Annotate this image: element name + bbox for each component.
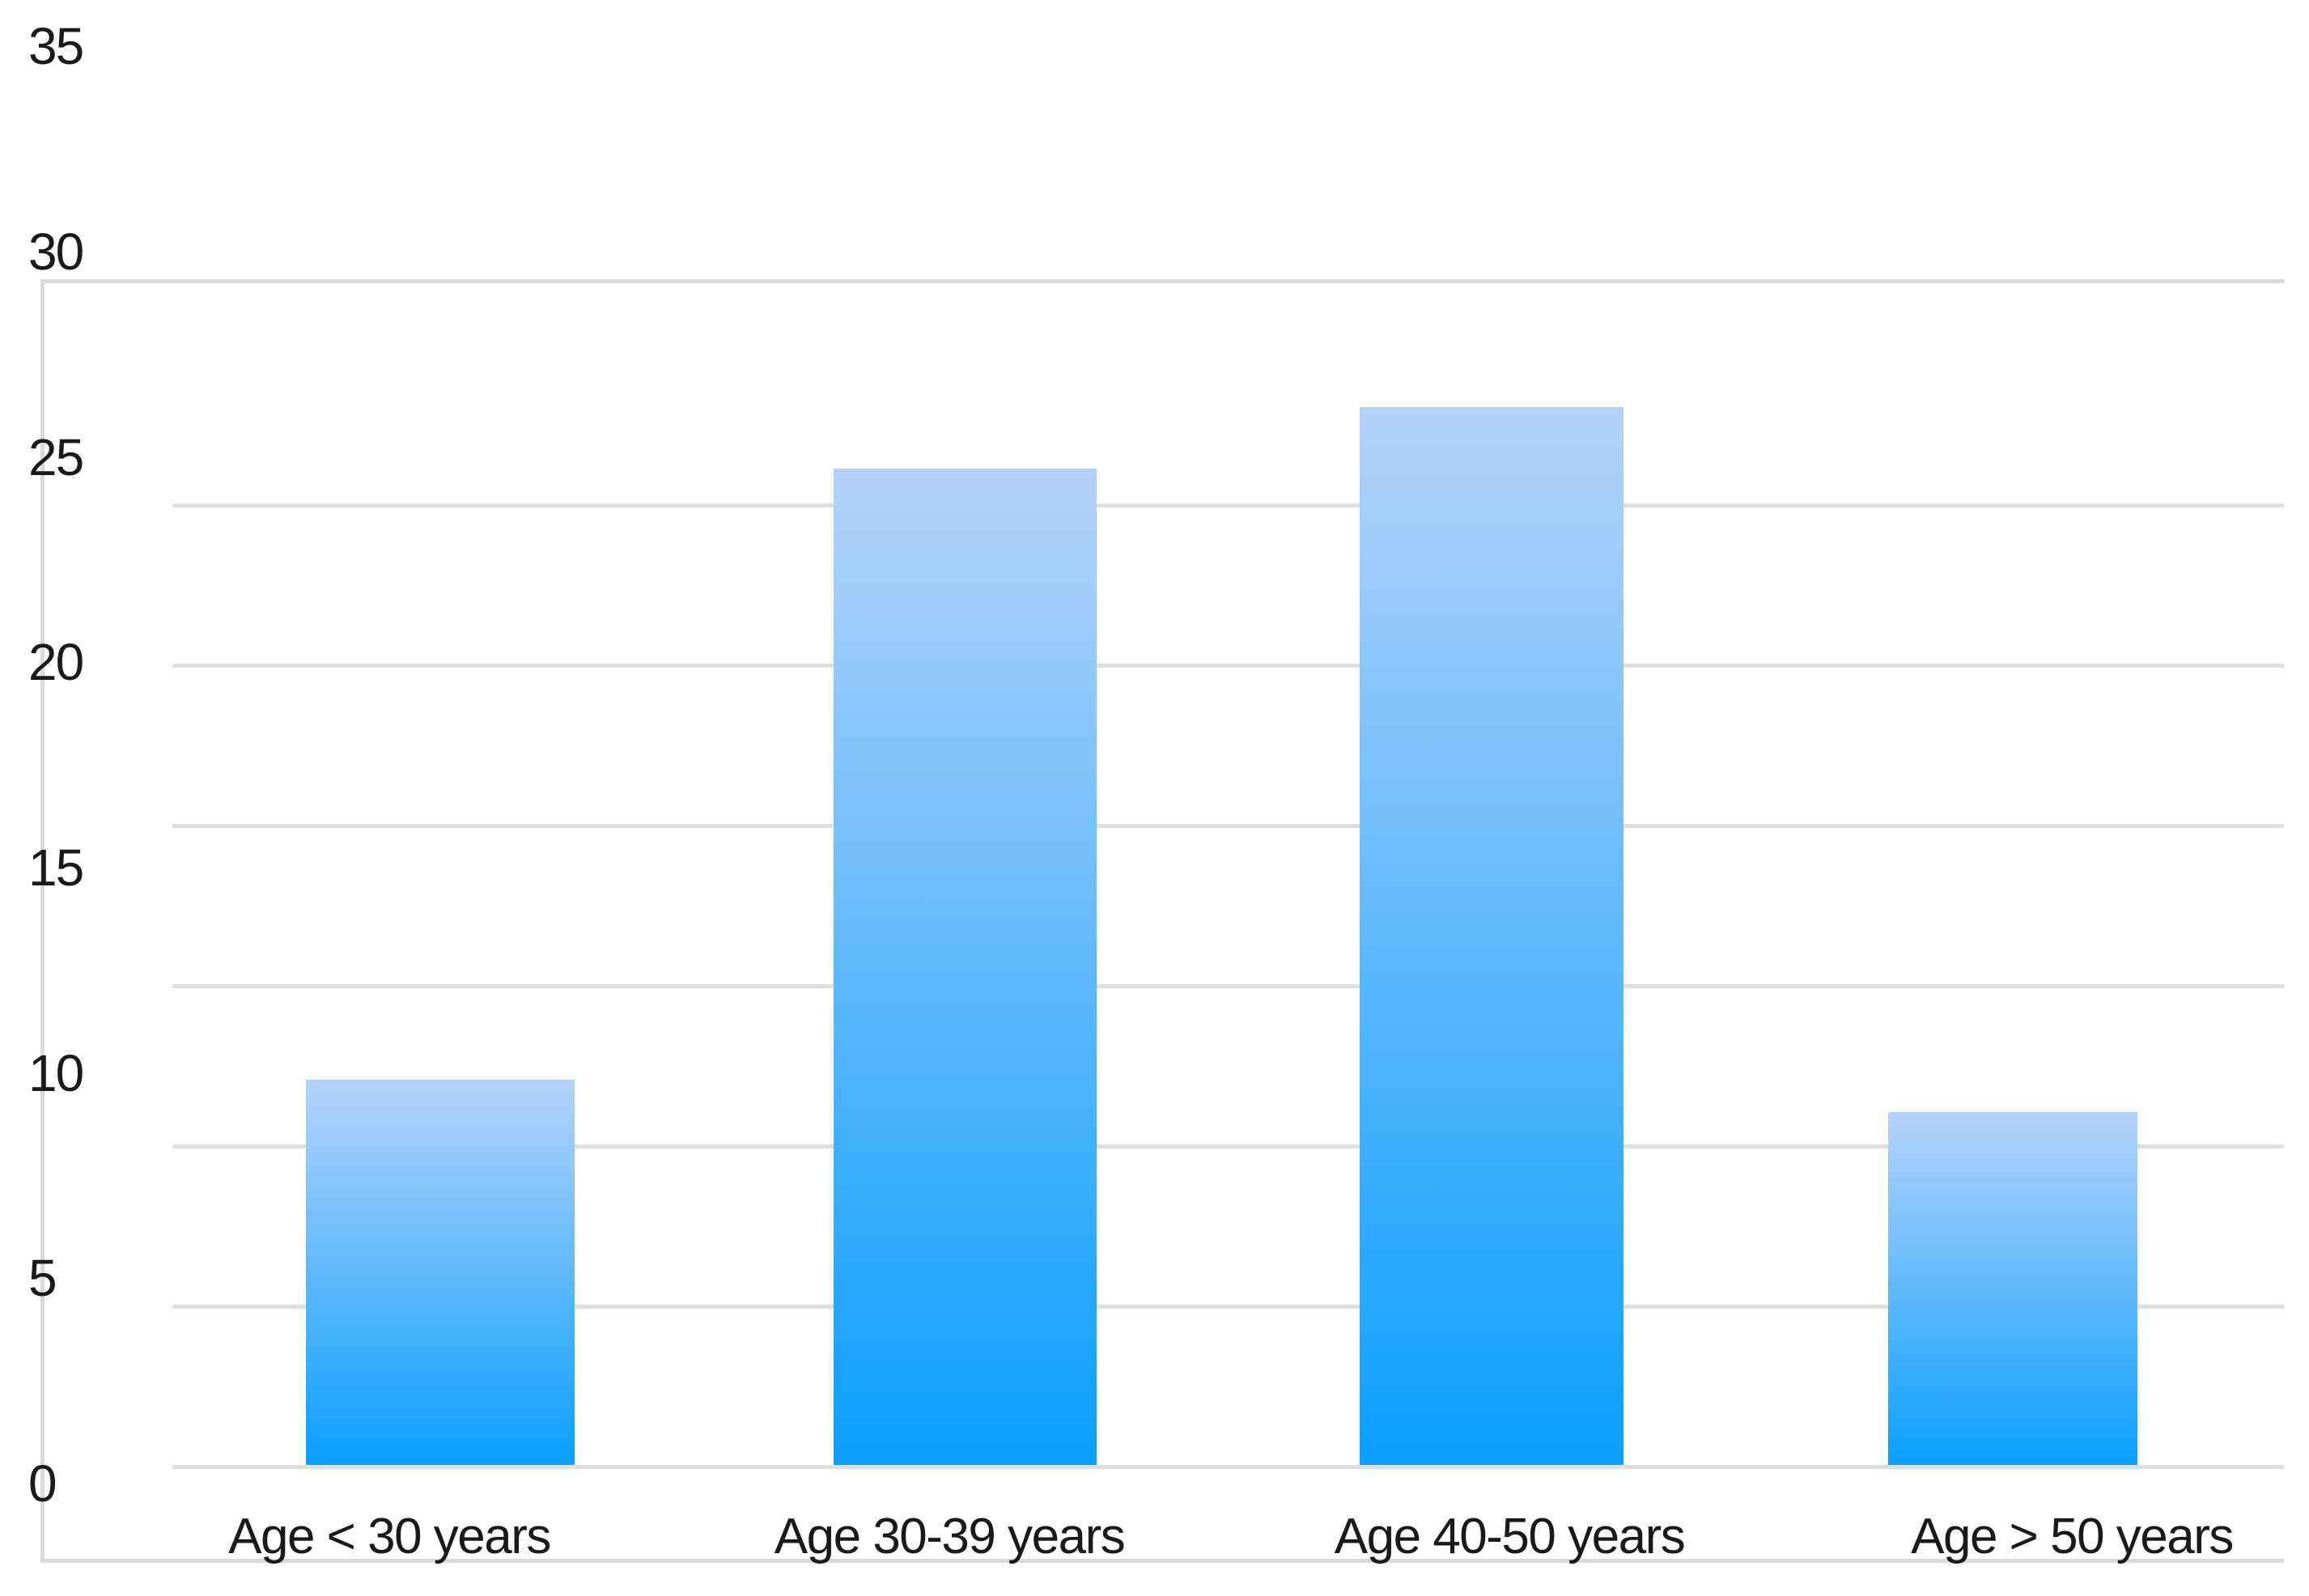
x-axis-category-label: Age > 50 years	[1911, 1509, 2234, 1564]
y-axis-tick-label: 25	[28, 428, 84, 486]
x-axis-category-label: Age < 30 years	[228, 1509, 551, 1564]
plot-top-border	[42, 279, 2284, 283]
chart-bar	[1360, 407, 1624, 1465]
y-axis-tick-label: 5	[28, 1249, 57, 1307]
chart-bar	[306, 1080, 575, 1465]
gridline	[172, 503, 2284, 507]
gridline	[172, 824, 2284, 828]
y-axis-tick-label: 20	[28, 633, 84, 691]
gridline	[172, 1305, 2284, 1309]
chart-bar	[1888, 1112, 2137, 1465]
gridline	[172, 1144, 2284, 1148]
y-axis-tick-label: 30	[28, 223, 84, 281]
x-axis-category-label: Age 40-50 years	[1334, 1509, 1686, 1564]
gridline	[172, 664, 2284, 668]
plot-bottom-border	[42, 1559, 2284, 1563]
chart-bar	[834, 469, 1097, 1465]
y-axis-tick-label: 0	[28, 1454, 57, 1513]
y-axis-tick-label: 15	[28, 838, 84, 897]
gridline	[172, 1465, 2284, 1469]
y-axis-tick-label: 10	[28, 1044, 84, 1102]
y-axis-tick-label: 35	[28, 17, 84, 75]
x-axis-category-label: Age 30-39 years	[774, 1509, 1126, 1564]
gridline	[172, 984, 2284, 988]
y-axis-line	[40, 279, 45, 1563]
